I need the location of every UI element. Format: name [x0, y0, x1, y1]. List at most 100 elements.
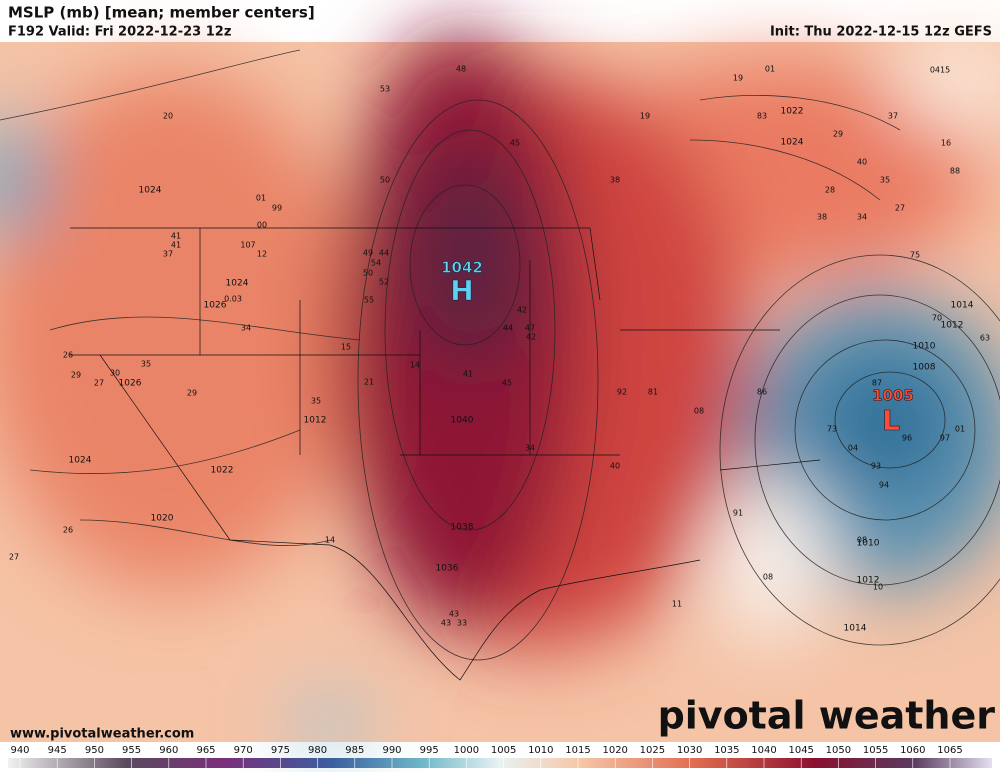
isobar-label: 1012 [857, 576, 880, 586]
member-center: 52 [379, 278, 389, 287]
member-center: 86 [757, 388, 767, 397]
member-center: 19 [640, 112, 650, 121]
isobar-label: 1036 [436, 564, 459, 574]
member-center: 14 [325, 536, 335, 545]
isobar-label: 1014 [844, 624, 867, 634]
isobar-label: 1010 [913, 342, 936, 352]
low-value: 1005 [872, 387, 914, 405]
member-center: 96 [902, 434, 912, 443]
member-center: 73 [827, 425, 837, 434]
member-center: 15 [341, 343, 351, 352]
isobar-label: 1024 [139, 186, 162, 196]
member-center: 44 [379, 249, 389, 258]
colorbar-label: 975 [271, 745, 290, 756]
member-center: 55 [364, 296, 374, 305]
colorbar-label: 1040 [751, 745, 776, 756]
member-center: 50 [380, 176, 390, 185]
member-center: 37 [888, 112, 898, 121]
member-center: 91 [733, 509, 743, 518]
colorbar-label: 1055 [863, 745, 888, 756]
member-center: 00 [257, 221, 267, 230]
low-letter: L [882, 404, 900, 437]
member-center: 107 [240, 241, 255, 250]
colorbar-label: 1060 [900, 745, 925, 756]
brand: pivotal weather [658, 694, 996, 738]
isobar-label: 1022 [211, 466, 234, 476]
member-center: 40 [610, 462, 620, 471]
member-center: 88 [950, 167, 960, 176]
init-time: Init: Thu 2022-12-15 12z GEFS [770, 25, 992, 40]
colorbar-label: 1005 [491, 745, 516, 756]
member-center: 97 [940, 434, 950, 443]
member-center: 45 [510, 139, 520, 148]
member-center: 43 [449, 610, 459, 619]
member-center: 92 [617, 388, 627, 397]
isobar-label: 1010 [857, 539, 880, 549]
isobar-label: 1040 [451, 416, 474, 426]
member-center: 45 [502, 379, 512, 388]
member-center: 01 [955, 425, 965, 434]
member-center: 33 [457, 619, 467, 628]
member-center: 0415 [930, 66, 950, 75]
isobar-label: 1022 [781, 107, 804, 117]
member-center: 08 [763, 573, 773, 582]
colorbar-label: 1025 [640, 745, 665, 756]
isobar-label: 1038 [451, 523, 474, 533]
member-center: 21 [364, 378, 374, 387]
colorbar-label: 1050 [826, 745, 851, 756]
member-center: 35 [141, 360, 151, 369]
colorbar-label: 1015 [565, 745, 590, 756]
colorbar-label: 990 [382, 745, 401, 756]
member-center: 38 [610, 176, 620, 185]
member-center: 34 [241, 324, 251, 333]
member-center: 26 [63, 526, 73, 535]
member-center: 37 [163, 250, 173, 259]
member-center: 12 [257, 250, 267, 259]
colorbar-label: 980 [308, 745, 327, 756]
member-center: 75 [910, 251, 920, 260]
member-center: 34 [525, 444, 535, 453]
colorbar-label: 960 [159, 745, 178, 756]
member-center: 35 [311, 397, 321, 406]
member-center: 04 [848, 444, 858, 453]
member-center: 19 [733, 74, 743, 83]
member-center: 81 [648, 388, 658, 397]
site-url: www.pivotalweather.com [10, 727, 194, 742]
colorbar-label: 1035 [714, 745, 739, 756]
member-center: 44 [503, 324, 513, 333]
member-center: 94 [879, 481, 889, 490]
valid-time: F192 Valid: Fri 2022-12-23 12z [8, 25, 231, 40]
member-center: 53 [380, 85, 390, 94]
member-center: 27 [895, 204, 905, 213]
member-center: 50 [363, 269, 373, 278]
member-center: 38 [817, 213, 827, 222]
member-center: 08 [857, 536, 867, 545]
member-center: 27 [94, 379, 104, 388]
colorbar-label: 1065 [937, 745, 962, 756]
member-center: 63 [980, 334, 990, 343]
colorbar-label: 1010 [528, 745, 553, 756]
member-center: 42 [517, 306, 527, 315]
member-center: 30 [110, 369, 120, 378]
member-center: 10 [873, 583, 883, 592]
member-center: 41 [463, 370, 473, 379]
isobar-label: 1008 [913, 363, 936, 373]
colorbar-label: 995 [420, 745, 439, 756]
member-center: 43 [441, 619, 451, 628]
colorbar-label: 970 [234, 745, 253, 756]
member-center: 41 [171, 241, 181, 250]
colorbar-label: 965 [196, 745, 215, 756]
member-center: 40 [857, 158, 867, 167]
colorbar-label: 955 [122, 745, 141, 756]
member-center: 83 [757, 112, 767, 121]
isobar-label: 1026 [119, 379, 142, 389]
member-center: 16 [941, 139, 951, 148]
member-center: 87 [872, 379, 882, 388]
isobar-label: 1026 [204, 301, 227, 311]
member-center: 54 [371, 259, 381, 268]
colorbar-label: 950 [85, 745, 104, 756]
isobar-label: 1024 [781, 138, 804, 148]
colorbar-label: 1000 [454, 745, 479, 756]
member-center: 49 [363, 249, 373, 258]
